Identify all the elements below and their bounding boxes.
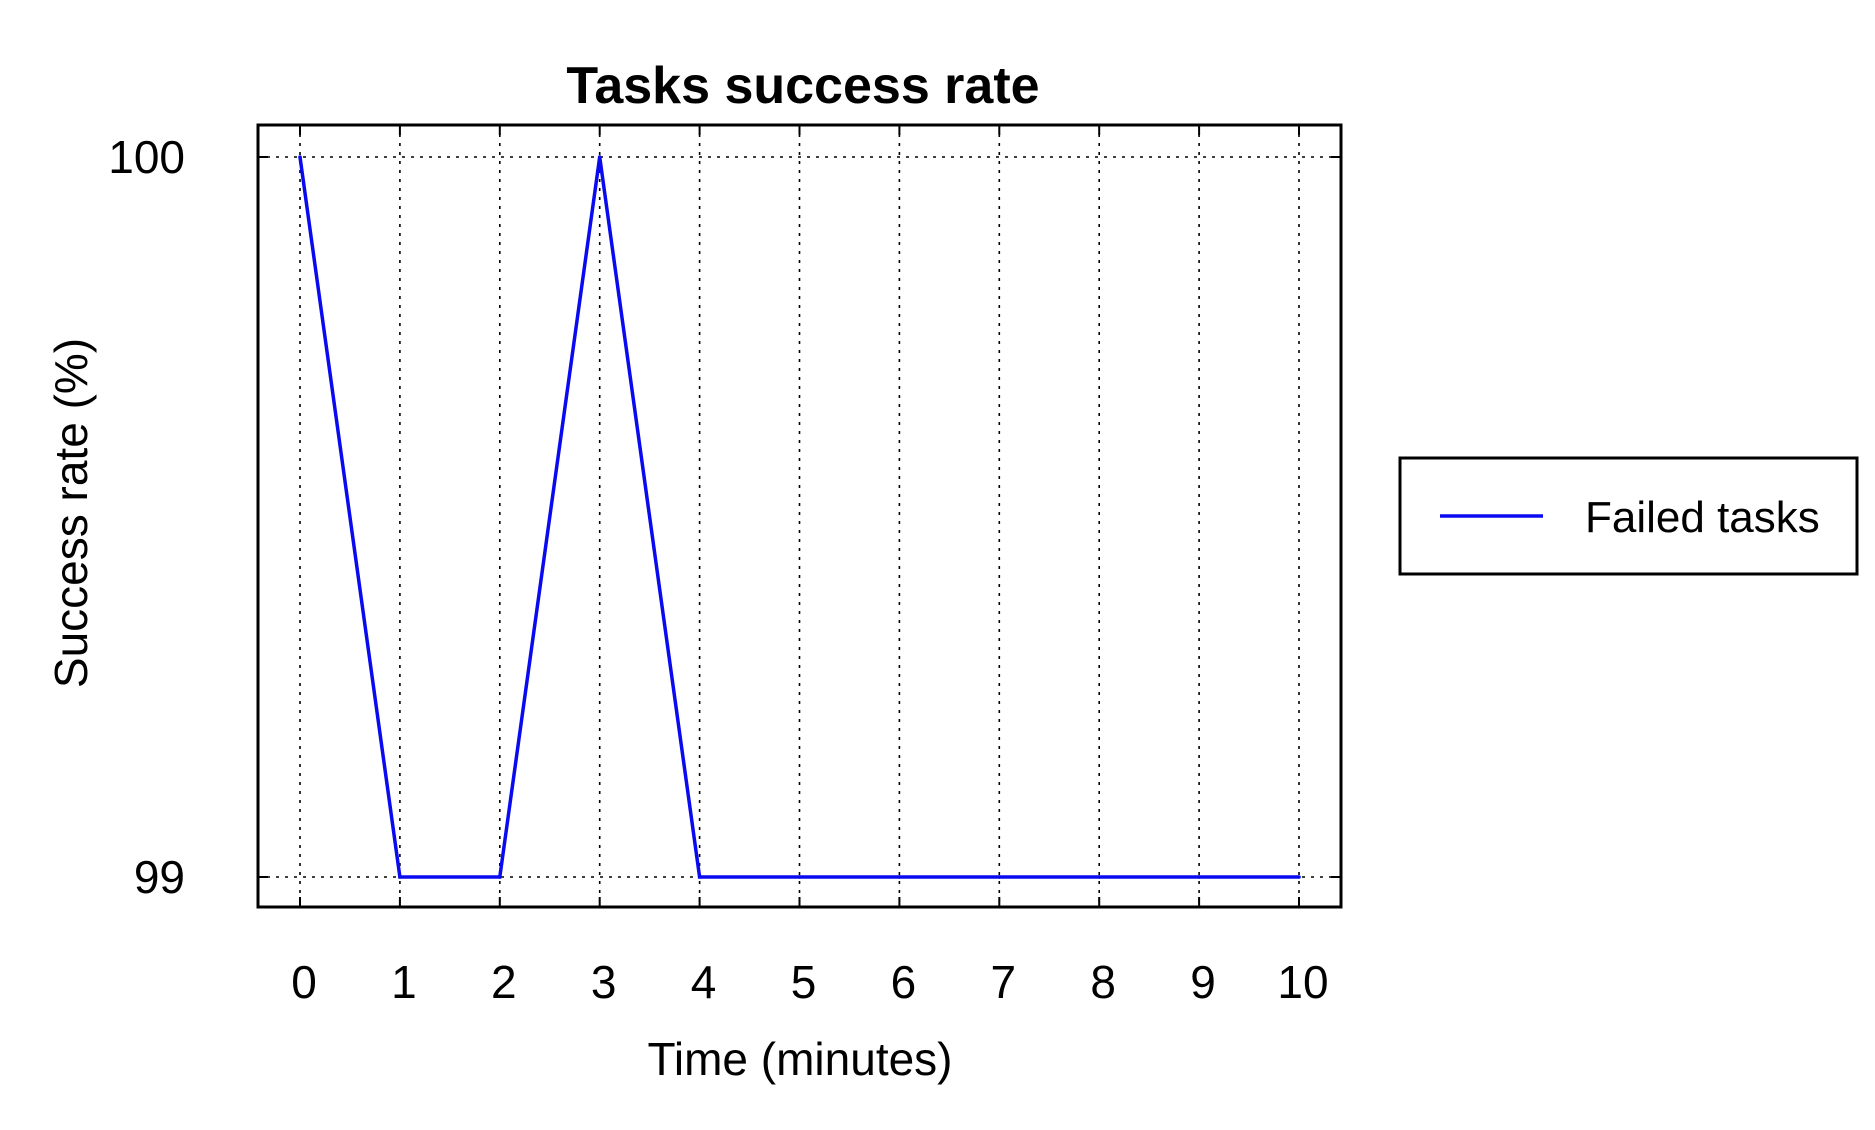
data-point xyxy=(997,875,1002,879)
x-tick-label: 0 xyxy=(291,956,317,1008)
data-series xyxy=(298,155,1301,879)
x-tick-labels: 0 1 2 3 4 5 6 7 8 9 10 xyxy=(291,956,1328,1008)
x-tick-label: 9 xyxy=(1190,956,1216,1008)
data-point xyxy=(1297,875,1301,879)
y-tick-label: 99 xyxy=(134,851,185,903)
x-tick-label: 2 xyxy=(491,956,517,1008)
x-tick-label: 6 xyxy=(891,956,917,1008)
data-point xyxy=(697,875,702,879)
legend: Failed tasks xyxy=(1398,456,1859,576)
y-tick-labels: 99 100 xyxy=(108,131,185,903)
legend-label-failed-tasks: Failed tasks xyxy=(1585,493,1820,542)
data-point xyxy=(597,155,602,159)
y-axis-title: Success rate (%) xyxy=(45,338,97,688)
x-tick-label: 4 xyxy=(691,956,717,1008)
data-point xyxy=(797,875,802,879)
x-tick-label: 5 xyxy=(791,956,817,1008)
data-point xyxy=(897,875,902,879)
x-tick-label: 8 xyxy=(1090,956,1116,1008)
data-point xyxy=(498,875,502,879)
axis-ticks xyxy=(258,125,1341,907)
x-tick-label: 7 xyxy=(991,956,1017,1008)
data-point xyxy=(1197,875,1201,879)
data-point xyxy=(1097,875,1101,879)
plot-area-frame xyxy=(256,123,1343,909)
data-point xyxy=(298,155,302,159)
x-tick-label: 10 xyxy=(1277,956,1328,1008)
x-tick-label: 3 xyxy=(591,956,617,1008)
x-tick-label: 1 xyxy=(391,956,417,1008)
x-axis-title: Time (minutes) xyxy=(648,1033,953,1085)
chart-title: Tasks success rate xyxy=(566,57,1039,115)
data-point xyxy=(398,875,402,879)
y-tick-label: 100 xyxy=(108,131,185,183)
